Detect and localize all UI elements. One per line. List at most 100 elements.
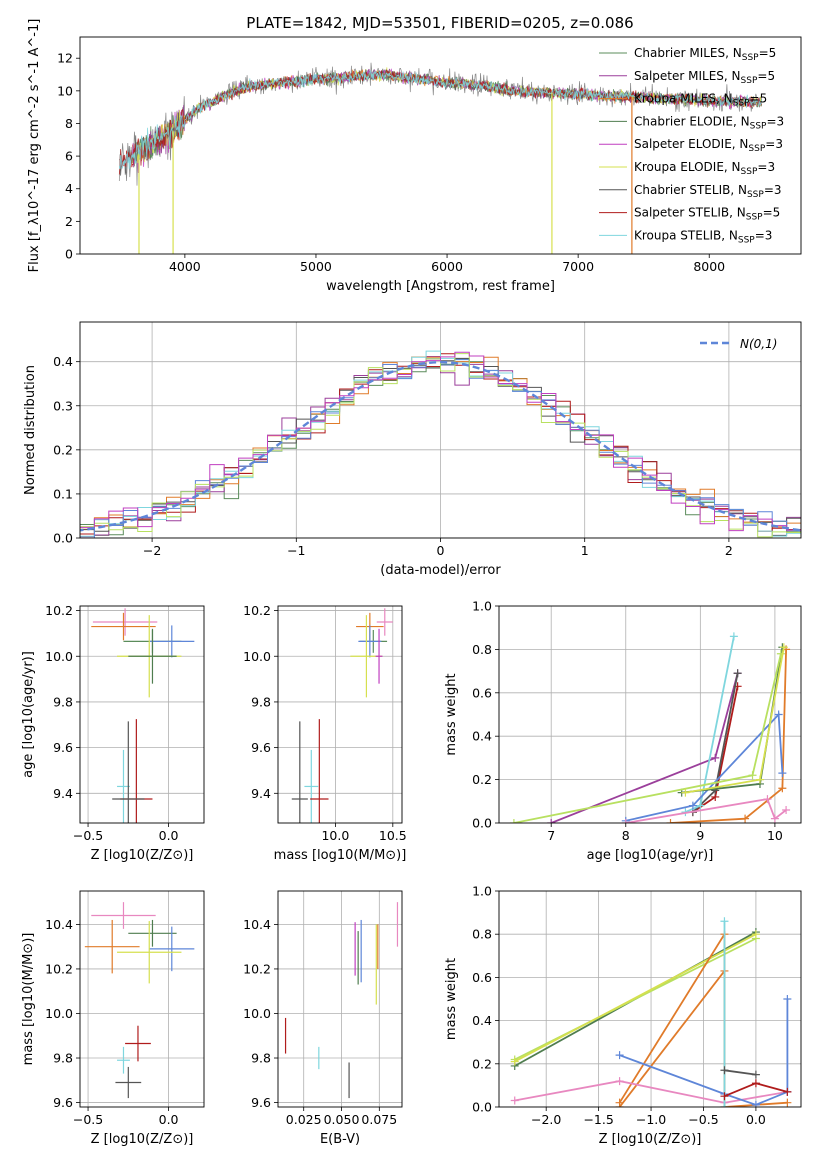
legend-label-text: Salpeter STELIB, N — [634, 206, 746, 220]
weight_vs_Z-ytick-label: 0.0 — [472, 1100, 492, 1115]
weight_vs_Z-xtick-label: −1.0 — [636, 1112, 666, 1127]
weight-point-marker — [751, 1100, 760, 1107]
mass_vs_Z-panel: −0.5 0.0 9.6 9.8 10.0 10.2 10.4 Z [log10(Z/Z⊙)]… — [21, 890, 205, 1147]
legend-label-sub: SSP — [746, 213, 763, 223]
mass_vs_Z-ytick-label: 10.4 — [45, 917, 73, 932]
spectrum-ytick-label: 12 — [57, 51, 73, 66]
residuals-ytick-label: 0.3 — [53, 398, 73, 413]
mass_vs_ebv-ytick-label: 9.6 — [251, 1095, 271, 1110]
mass_vs_ebv-grid — [278, 891, 402, 1107]
mass_vs_Z-ylabel: mass [log10(M/M⊙)] — [21, 933, 36, 1066]
spectrum-ytick-label: 2 — [65, 214, 73, 229]
legend-label: Kroupa ELODIE, NSSP=3 — [634, 160, 775, 177]
age_vs_Z-grid — [80, 606, 204, 823]
spectrum-ytick-label: 8 — [65, 116, 73, 131]
weight_vs_Z-ytick-label: 0.4 — [472, 1013, 492, 1028]
weight-point-marker — [688, 801, 697, 810]
weight_vs_Z-xtick-label: −2.0 — [531, 1112, 561, 1127]
mass_vs_ebv-xtick-label: 0.050 — [324, 1112, 360, 1127]
weight-point-marker — [720, 917, 729, 926]
weight_vs_age-xtick-label: 9 — [696, 828, 704, 843]
weight-point-marker — [751, 1070, 760, 1079]
weight_vs_Z-plot-area — [499, 891, 801, 1107]
legend-label-sub: SSP — [741, 167, 758, 177]
mass_vs_Z-ytick-label: 9.8 — [53, 1051, 73, 1066]
legend-label-text: Salpeter ELODIE, N — [634, 137, 748, 151]
weight_vs_age-ytick-label: 0.2 — [472, 772, 492, 787]
legend-label-eq: =3 — [765, 137, 783, 151]
weight-series-line — [514, 1080, 788, 1104]
legend-label-sub: SSP — [738, 235, 755, 245]
weight-point-marker — [720, 1092, 729, 1101]
legend-label-text: Kroupa ELODIE, N — [634, 160, 741, 174]
weight-series-line — [625, 798, 787, 823]
weight_vs_age-ylabel: mass weight — [444, 673, 459, 755]
age_vs_mass-xlabel: mass [log10(M/M⊙)] — [274, 848, 407, 863]
legend-label: Chabrier STELIB, NSSP=3 — [634, 183, 782, 200]
residuals-panel: −2 −1 0 1 2 0.0 0.1 0.2 0.3 0.4 (data-model)/error… — [23, 321, 802, 578]
legend-label: N(0,1) — [740, 337, 777, 351]
weight-point-marker — [509, 819, 518, 823]
figure-title: PLATE=1842, MJD=53501, FIBERID=0205, z=0… — [246, 14, 633, 32]
weight-series-line — [724, 1069, 757, 1076]
age_vs_Z-frame — [79, 605, 205, 824]
residuals-xtick-label: −2 — [143, 543, 161, 558]
legend-label-eq: =3 — [766, 114, 784, 128]
weight_vs_age-ytick-label: 0.6 — [472, 685, 492, 700]
weight-point-marker — [510, 1096, 519, 1105]
legend-label-sub: SSP — [747, 190, 764, 200]
legend-label-text: Chabrier ELODIE, N — [634, 114, 750, 128]
legend-label-text: Chabrier MILES, N — [634, 46, 742, 60]
weight-point-marker — [778, 769, 787, 778]
residuals-ytick-label: 0.4 — [53, 354, 73, 369]
weight-point-marker — [779, 643, 788, 652]
weight-point-marker — [681, 788, 690, 797]
mass_vs_ebv-ytick-label: 10.0 — [243, 1006, 271, 1021]
legend-label: Salpeter ELODIE, NSSP=3 — [634, 137, 783, 154]
legend-label-sub: SSP — [733, 99, 750, 109]
weight_vs_age-xtick-label: 8 — [622, 828, 630, 843]
residuals-xtick-label: −1 — [287, 543, 305, 558]
weight-point-marker — [729, 632, 738, 641]
residuals-xtick-label: 1 — [581, 543, 589, 558]
spectrum-ylabel: Flux [f_λ10^-17 erg cm^-2 s^-1 A^-1] — [27, 19, 42, 273]
residuals-frame — [79, 321, 802, 539]
legend-label-text: Kroupa MILES, N — [634, 92, 733, 106]
weight-point-marker — [666, 819, 675, 823]
weight_vs_age-xtick-label: 10 — [767, 828, 783, 843]
mass_vs_Z-ytick-label: 10.2 — [45, 961, 73, 976]
age_vs_Z-ytick-label: 9.4 — [53, 786, 73, 801]
age_vs_Z-ytick-label: 10.0 — [45, 649, 73, 664]
mass_vs_Z-frame — [79, 890, 205, 1108]
mass_vs_ebv-xlabel: E(B-V) — [320, 1132, 360, 1147]
weight_vs_Z-xtick-label: −0.5 — [688, 1112, 718, 1127]
weight-point-marker — [696, 801, 705, 810]
weight-point-marker — [720, 1103, 729, 1107]
legend-label-sub: SSP — [742, 53, 759, 63]
age_vs_Z-panel: −0.5 0.0 9.4 9.6 9.8 10.0 10.2 Z [log10(Z/Z⊙)] a… — [21, 603, 205, 863]
spectrum-xtick-label: 5000 — [300, 259, 332, 274]
weight_vs_Z-ytick-label: 0.8 — [472, 927, 492, 942]
weight_vs_Z-ylabel: mass weight — [444, 958, 459, 1040]
spectrum-xtick-label: 4000 — [169, 259, 201, 274]
weight-point-marker — [720, 1066, 729, 1075]
legend-label-text: Salpeter MILES, N — [634, 69, 741, 83]
spectrum-panel: 4000 5000 6000 7000 8000 0 2 4 6 8 10 12 wavelength … — [27, 19, 802, 294]
weight-point-marker — [755, 775, 764, 784]
weight-point-marker — [547, 819, 556, 823]
weight_vs_age-xlabel: age [log10(age/yr)] — [587, 848, 714, 863]
weight-point-marker — [751, 1079, 760, 1088]
mass_vs_ebv-xtick-label: 0.025 — [286, 1112, 322, 1127]
weight-point-marker — [748, 771, 757, 780]
mass_vs_ebv-ytick-label: 10.2 — [243, 961, 271, 976]
weight-point-marker — [778, 784, 787, 793]
weight_vs_Z-ytick-label: 1.0 — [472, 884, 492, 899]
weight-point-marker — [510, 1057, 519, 1066]
weight_vs_age-frame — [498, 605, 802, 824]
legend-label-eq: =3 — [755, 228, 773, 242]
spectrum-xtick-label: 8000 — [693, 259, 725, 274]
mass_vs_Z-ytick-label: 9.6 — [53, 1095, 73, 1110]
age_vs_Z-ylabel: age [log10(age/yr)] — [21, 651, 36, 778]
weight-series-line — [670, 649, 787, 823]
legend-label: Chabrier ELODIE, NSSP=3 — [634, 114, 784, 131]
